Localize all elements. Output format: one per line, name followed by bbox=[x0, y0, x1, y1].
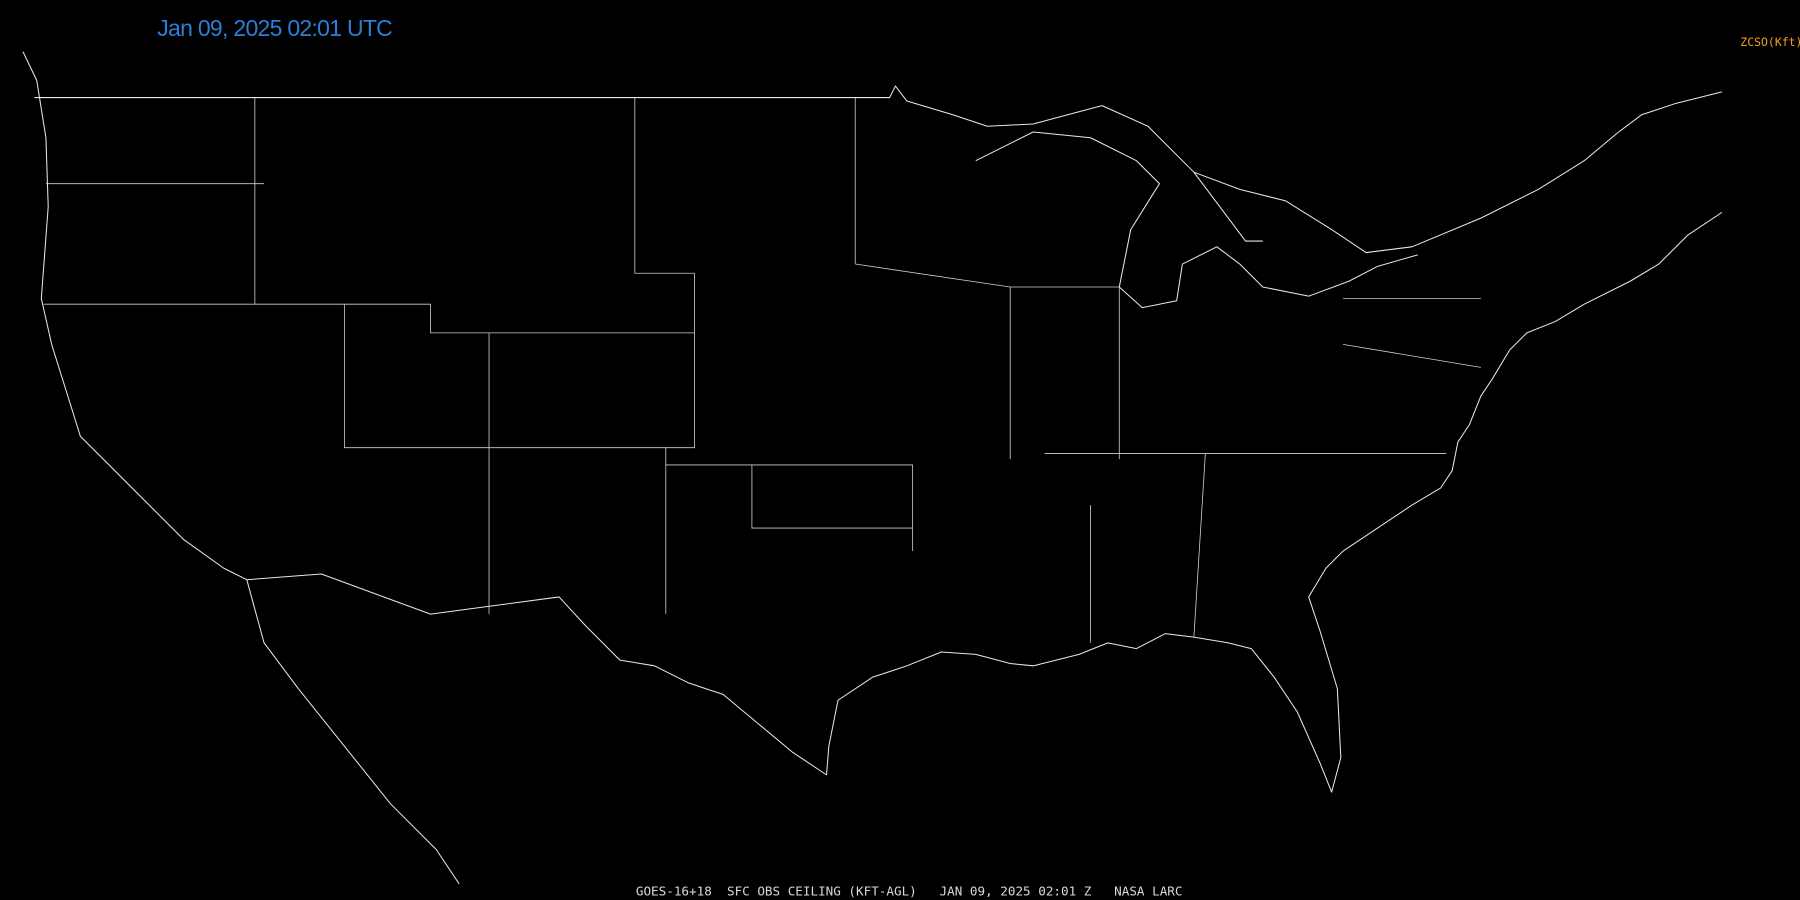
border bbox=[34, 85, 1723, 254]
map-frame: Jan 09, 2025 02:01 UTC GOES-16+18 SFC OB… bbox=[22, 15, 1800, 899]
labels: Jan 09, 2025 02:01 UTC GOES-16+18 SFC OB… bbox=[157, 15, 1800, 899]
coastline bbox=[22, 51, 1723, 885]
caption: GOES-16+18 SFC OBS CEILING (KFT-AGL) JAN… bbox=[636, 883, 1183, 898]
great-lakes bbox=[975, 131, 1418, 309]
map-title: Jan 09, 2025 02:01 UTC bbox=[157, 15, 392, 41]
colorbar-title: ZCSO(Kft) bbox=[1740, 35, 1800, 49]
state-lines bbox=[43, 97, 1481, 643]
boundaries bbox=[22, 51, 1723, 885]
